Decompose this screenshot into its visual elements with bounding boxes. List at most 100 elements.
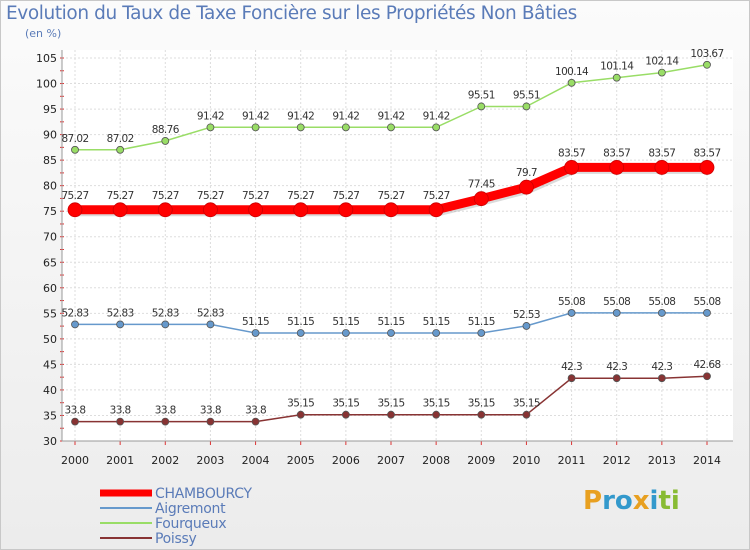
logo-letter: x [632, 486, 650, 516]
y-tick-label: 65 [43, 256, 57, 269]
data-point-fourqueux [296, 123, 305, 132]
unit-label: (en %) [25, 27, 62, 40]
data-label-poissy: 35.15 [377, 398, 404, 410]
data-point-chambourcy [67, 202, 83, 218]
data-point-chambourcy [112, 202, 128, 218]
data-label-poissy: 42.3 [561, 361, 582, 373]
x-tick-label: 2014 [693, 454, 721, 467]
data-point-chambourcy [473, 191, 489, 207]
data-label-fourqueux: 102.14 [645, 56, 679, 68]
data-point-fourqueux [477, 102, 486, 111]
data-label-fourqueux: 87.02 [61, 133, 88, 145]
x-tick-label: 2010 [512, 454, 540, 467]
data-label-fourqueux: 87.02 [107, 133, 134, 145]
data-label-chambourcy: 83.57 [558, 147, 585, 159]
data-label-chambourcy: 83.57 [693, 147, 720, 159]
data-point-aigremont [612, 309, 621, 317]
data-label-aigremont: 52.83 [197, 307, 224, 319]
data-label-poissy: 35.15 [423, 398, 450, 410]
x-tick-label: 2008 [422, 454, 450, 467]
y-tick-label: 90 [43, 129, 57, 142]
y-tick-label: 100 [36, 78, 57, 91]
data-point-aigremont [251, 329, 260, 337]
data-point-poissy [341, 410, 350, 419]
data-point-fourqueux [522, 102, 531, 111]
data-point-chambourcy [338, 202, 354, 218]
data-point-fourqueux [161, 137, 170, 145]
x-tick-label: 2013 [648, 454, 676, 467]
data-point-poissy [432, 410, 441, 419]
data-point-poissy [251, 417, 260, 426]
data-label-poissy: 35.15 [468, 398, 495, 410]
data-label-aigremont: 51.15 [242, 316, 269, 328]
data-label-poissy: 33.8 [110, 405, 131, 417]
data-label-poissy: 42.68 [693, 359, 720, 371]
data-point-aigremont [657, 309, 666, 317]
data-point-fourqueux [206, 123, 215, 132]
data-point-poissy [657, 374, 666, 383]
data-point-chambourcy [157, 202, 173, 218]
data-label-chambourcy: 83.57 [603, 147, 630, 159]
data-point-poissy [206, 417, 215, 426]
legend-label-poissy: Poissy [155, 531, 196, 547]
x-tick-label: 2001 [106, 454, 134, 467]
data-label-aigremont: 52.83 [152, 307, 179, 319]
data-point-aigremont [71, 320, 79, 329]
data-label-fourqueux: 91.42 [287, 110, 314, 122]
y-tick-label: 70 [43, 231, 57, 244]
x-tick-label: 2006 [332, 454, 360, 467]
data-label-aigremont: 51.15 [423, 316, 450, 328]
data-point-chambourcy [609, 160, 625, 175]
data-label-poissy: 33.8 [65, 405, 86, 417]
data-label-aigremont: 51.15 [377, 316, 404, 328]
data-point-fourqueux [703, 60, 711, 69]
data-point-poissy [522, 410, 531, 419]
data-label-aigremont: 55.08 [693, 296, 720, 308]
data-label-aigremont: 52.53 [513, 309, 540, 321]
data-label-chambourcy: 75.27 [152, 190, 179, 202]
data-label-aigremont: 51.15 [468, 316, 495, 328]
legend-label-fourqueux: Fourqueux [155, 516, 226, 532]
legend-label-aigremont: Aigremont [155, 501, 226, 517]
data-point-aigremont [341, 329, 350, 337]
y-tick-label: 60 [43, 282, 57, 295]
data-point-fourqueux [387, 123, 395, 132]
data-point-chambourcy [248, 202, 263, 218]
x-tick-label: 2003 [196, 454, 224, 467]
data-point-fourqueux [567, 78, 576, 87]
legend-label-chambourcy: CHAMBOURCY [155, 486, 252, 502]
data-label-chambourcy: 75.27 [107, 190, 134, 202]
data-point-chambourcy [293, 202, 309, 218]
y-tick-label: 50 [43, 333, 57, 346]
data-label-chambourcy: 75.27 [242, 190, 269, 202]
data-point-fourqueux [657, 68, 666, 77]
data-point-aigremont [477, 329, 486, 337]
proxiti-logo: Proxiti [583, 486, 680, 516]
y-tick-label: 35 [43, 409, 57, 422]
data-point-chambourcy [564, 160, 579, 175]
data-point-chambourcy [654, 160, 670, 175]
data-label-fourqueux: 91.42 [332, 110, 359, 122]
data-label-poissy: 42.3 [651, 361, 672, 373]
logo-letter: P [583, 486, 603, 516]
data-label-aigremont: 52.83 [107, 307, 134, 319]
data-label-fourqueux: 95.51 [468, 89, 495, 101]
data-point-chambourcy [428, 202, 444, 218]
y-tick-label: 30 [43, 435, 57, 448]
data-point-poissy [612, 374, 621, 383]
data-point-poissy [387, 410, 395, 419]
y-tick-label: 105 [36, 52, 57, 65]
data-label-fourqueux: 91.42 [423, 110, 450, 122]
data-label-chambourcy: 75.27 [197, 190, 224, 202]
data-point-fourqueux [432, 123, 441, 132]
data-label-poissy: 33.8 [155, 405, 176, 417]
data-label-aigremont: 51.15 [287, 316, 314, 328]
data-point-aigremont [296, 329, 305, 337]
data-point-poissy [703, 372, 711, 381]
data-label-poissy: 33.8 [200, 405, 221, 417]
y-tick-label: 45 [43, 358, 57, 371]
data-label-chambourcy: 79.7 [516, 167, 537, 179]
data-label-fourqueux: 88.76 [152, 124, 180, 136]
data-point-aigremont [703, 309, 711, 317]
data-point-fourqueux [612, 73, 621, 82]
